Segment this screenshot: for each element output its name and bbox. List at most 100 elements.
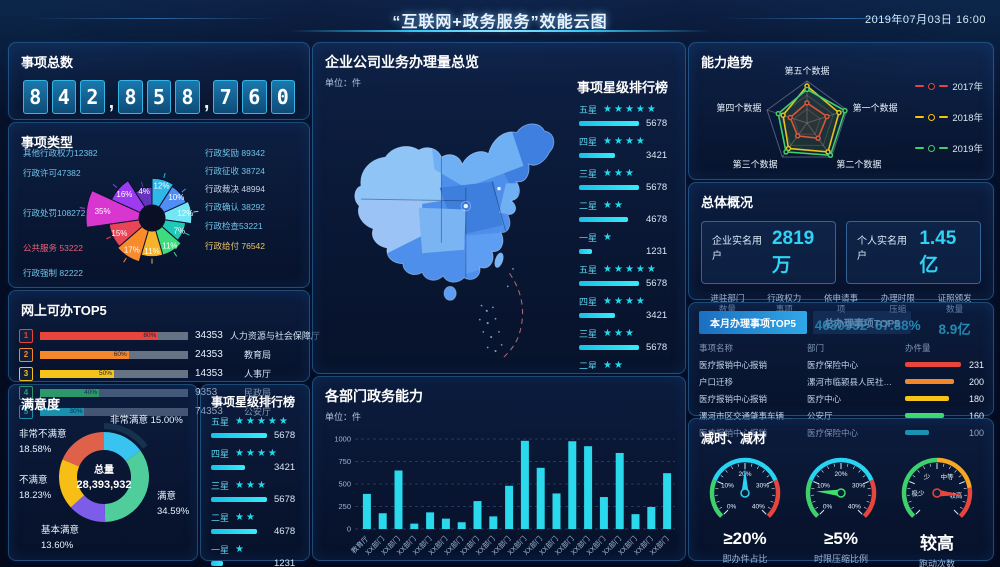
dept-unit-label: 单位：件	[325, 412, 362, 422]
header: “互联网+政务服务”效能云图 2019年07月03日 16:00	[0, 0, 1000, 36]
panel-dept-capability: 各部门政务能力 单位：件 0 250 500 750 1000 教育厅 XX部门 XX部门 XX…	[312, 376, 686, 561]
legend-item[interactable]: 2018年	[915, 110, 983, 124]
online-top5-value: 34353	[195, 330, 223, 341]
online-top5-row: 3 50% 14353 人事厅	[19, 365, 299, 382]
legend-item[interactable]: 2017年	[915, 79, 983, 93]
map-star-rank: 事项星级排行榜 五星 ★★★★★ 5678 四星 ★★★★ 3421 三星 ★★★ 5678 二星…	[569, 73, 679, 369]
star-rank-row: 三星 ★★★ 5678	[579, 168, 668, 193]
star-rank-row: 三星 ★★★ 5678	[579, 328, 668, 353]
svg-text:28,393,932: 28,393,932	[76, 479, 131, 491]
rank-badge: 3	[19, 366, 33, 381]
svg-text:中等: 中等	[941, 472, 955, 481]
digit-box: 8	[23, 80, 48, 114]
cell-count: 160	[969, 410, 985, 421]
panel-item-types: 事项类型 12% 10% 12% 7% 11% 11% 17% 15% 35% 16% 4% 其他行…	[8, 122, 310, 288]
cell-count: 231	[969, 359, 985, 370]
svg-text:11%: 11%	[162, 242, 177, 251]
svg-text:第三个数据: 第三个数据	[733, 158, 778, 169]
gauge-value: ≥5%	[824, 529, 858, 548]
dept-bar	[362, 493, 371, 529]
rose-label: 行政给付 76542	[205, 241, 265, 251]
table-row[interactable]: 户口迁移 漯河市临颍县人民社保... 200	[689, 373, 993, 390]
digit-box: 4	[51, 80, 77, 114]
svg-text:第四个数据: 第四个数据	[716, 102, 761, 113]
svg-text:12%: 12%	[177, 209, 193, 218]
map-star-rank-title: 事项星级排行榜	[577, 80, 669, 95]
cell-bar	[905, 396, 949, 401]
donut-label: 非常满意 15.00%	[110, 415, 183, 426]
svg-text:10%: 10%	[721, 483, 734, 490]
dept-bar	[536, 467, 545, 529]
cell-item-name: 户口迁移	[699, 376, 734, 387]
panel-online-title: 网上可办TOP5	[21, 303, 107, 318]
dept-bar	[568, 441, 577, 529]
svg-text:15%: 15%	[111, 229, 127, 238]
rose-label: 行政强制 82222	[23, 268, 83, 278]
dept-bar	[410, 523, 419, 529]
panel-map: 企业公司业务办理量总览 单位：件	[312, 42, 686, 374]
cell-count: 180	[969, 393, 985, 404]
panel-satisfaction-title: 满意度	[21, 397, 61, 412]
cell-dept: 漯河市临颍县人民社保...	[807, 376, 899, 387]
col-count: 办件量	[905, 342, 931, 353]
svg-text:总量: 总量	[94, 463, 114, 476]
panel-overview-title: 总体概况	[701, 195, 754, 210]
date-label: 2019年07月03日	[864, 14, 953, 26]
taiwan-island	[494, 252, 504, 268]
overview-big-stats: 企业实名用户 2819万 个人实名用户 1.45亿	[689, 213, 993, 290]
panel-radar-title: 能力趋势	[701, 55, 754, 70]
table-row[interactable]: 医疗报销中心报销 医疗中心 180	[689, 390, 993, 407]
gauge-label: 跑动次数	[918, 559, 955, 567]
gauge: 极少少中等 较高 较高 跑动次数	[889, 449, 985, 567]
digit-separator: ,	[108, 91, 115, 113]
gauge-label: 即办件占比	[722, 554, 768, 564]
star-icons: ★★★★	[603, 136, 647, 147]
rose-label: 行政裁决 48994	[205, 184, 265, 194]
star-icons: ★★★	[603, 168, 636, 179]
dept-bar	[426, 512, 435, 529]
dept-bar	[584, 446, 593, 529]
tab-monthly-top5[interactable]: 本月办理事项TOP5	[699, 311, 807, 334]
svg-text:极少: 极少	[912, 489, 926, 498]
star-icons: ★★★	[235, 480, 268, 491]
gauge-needle	[936, 489, 962, 497]
digit-box: 2	[80, 80, 105, 114]
dept-bar	[631, 514, 640, 529]
cell-dept: 医疗保险中心	[807, 359, 859, 370]
star-icons: ★★	[603, 360, 625, 369]
stat-label: 企业实名用户	[712, 236, 762, 262]
legend-item[interactable]: 2019年	[915, 141, 983, 155]
svg-text:750: 750	[338, 457, 351, 466]
gauge: 0% 10% 20% 30% 40% ≥5% 时限压缩比例	[793, 449, 889, 567]
table-row[interactable]: 医疗报销中心报销 医疗保险中心 231	[689, 356, 993, 373]
rose-label: 行政许可47382	[23, 168, 81, 178]
header-decor-line-right	[720, 18, 970, 19]
donut-slice	[104, 432, 141, 462]
panel-online-top5: 网上可办TOP5 1 80% 34353 人力资源与社会保障厅 2 60% 24353 教育局…	[8, 290, 320, 419]
star-rank-row: 二星★★4678	[579, 359, 669, 369]
dept-bar	[599, 497, 608, 529]
star-rank-row: 一星 ★ 1231	[211, 544, 296, 567]
star-rank-row: 五星 ★★★★★ 5678	[211, 416, 296, 441]
star-rank-row: 四星 ★★★★ 3421	[579, 296, 668, 321]
south-sea-islands	[478, 268, 514, 353]
svg-text:1000: 1000	[334, 435, 351, 444]
rose-label: 公共服务 53222	[23, 243, 83, 253]
donut-slice	[70, 495, 106, 522]
online-top5-value: 24353	[195, 349, 223, 360]
tab-total-top5[interactable]: 总办理事项TOP5	[812, 311, 911, 334]
rose-label: 行政确认 38292	[205, 202, 265, 212]
rose-label: 其他行政权力12382	[23, 148, 98, 158]
star-rank-list: 五星 ★★★★★ 5678 四星 ★★★★ 3421 三星 ★★★ 5678 二星 ★★ 4678 一星…	[201, 415, 309, 567]
digit-box: 5	[146, 80, 172, 114]
dept-bar-chart: 02505007501000教育厅XX部门XX部门XX部门XX部门XX部门XX部…	[334, 435, 675, 557]
top5-table-header: 事项名称 部门 办件量	[689, 339, 993, 356]
panel-top5-table: 本月办理事项TOP5 总办理事项TOP5 事项名称 部门 办件量 医疗报销中心报…	[688, 302, 994, 438]
svg-text:第五个数据: 第五个数据	[784, 65, 829, 76]
star-rank-row: 四星 ★★★★ 3421	[579, 136, 668, 161]
star-rank-row: 五星 ★★★★★ 5678	[579, 264, 668, 289]
online-top5-value: 14353	[195, 368, 223, 379]
